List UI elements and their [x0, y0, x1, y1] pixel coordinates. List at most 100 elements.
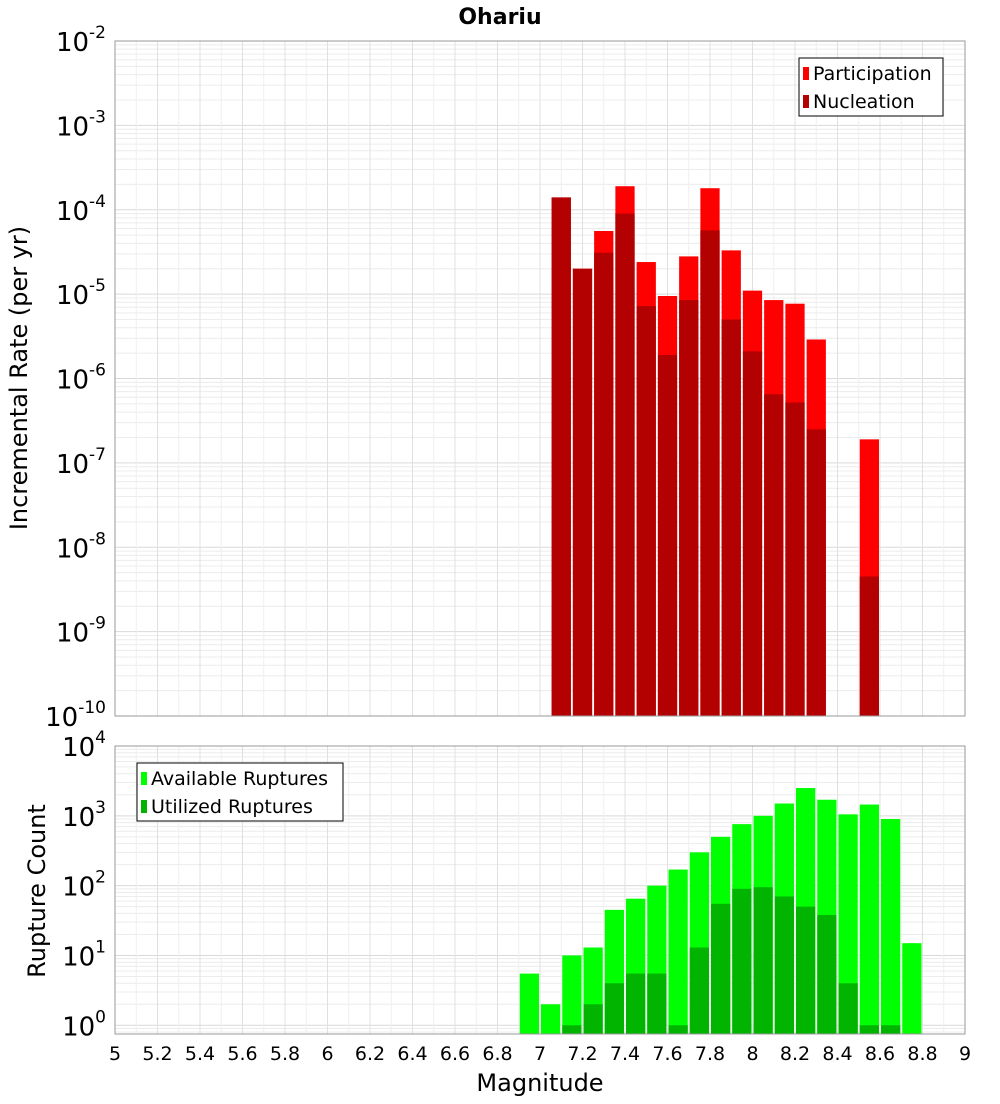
rate-plot-panel: 10-10 10-9 10-8 10-7 10-6 10-5 10-4 10-3 10-2 Par…	[45, 23, 966, 733]
x-tick-label: 5.2	[142, 1043, 172, 1065]
count-bar-utilized-ruptures	[626, 973, 646, 1034]
count-bar-utilized-ruptures	[604, 983, 624, 1034]
count-bar-available-ruptures	[562, 955, 582, 1034]
count-bar-utilized-ruptures	[753, 887, 773, 1034]
x-tick-label: 6.4	[397, 1043, 427, 1065]
count-bar-utilized-ruptures	[774, 896, 794, 1034]
rate-bar-nucleation	[594, 252, 614, 716]
count-bar-available-ruptures	[668, 869, 688, 1034]
count-bar-utilized-ruptures	[881, 1025, 901, 1034]
count-bar-available-ruptures	[859, 804, 879, 1034]
x-axis-label: Magnitude	[476, 1069, 603, 1097]
count-bar-utilized-ruptures	[647, 973, 667, 1034]
rate-y-tick-label: 10-8	[56, 529, 106, 564]
rate-series-nucleation	[551, 197, 879, 717]
x-tick-label: 5.6	[227, 1043, 257, 1065]
rate-bar-nucleation	[572, 268, 593, 716]
rate-bar-nucleation	[806, 429, 826, 716]
count-y-tick-label: 104	[62, 728, 106, 763]
count-bar-utilized-ruptures	[859, 1025, 879, 1034]
count-legend-label: Available Ruptures	[151, 768, 328, 790]
x-tick-label: 7.2	[567, 1043, 597, 1065]
count-bar-utilized-ruptures	[562, 1025, 582, 1034]
rate-y-tick-label: 10-3	[56, 107, 106, 142]
count-plot-frame	[114, 745, 966, 1035]
x-tick-label: 7.8	[695, 1043, 725, 1065]
count-y-tick-labels: 100 101 102 103 104	[62, 728, 106, 1042]
count-bar-utilized-ruptures	[817, 914, 837, 1034]
count-bar-available-ruptures	[902, 943, 922, 1034]
count-y-tick-label: 102	[62, 868, 106, 903]
rate-legend-label: Nucleation	[813, 91, 915, 113]
x-tick-label: 7.6	[652, 1043, 682, 1065]
rate-bar-nucleation	[721, 319, 741, 716]
rate-bar-nucleation	[859, 576, 879, 716]
count-legend: Available Ruptures Utilized Ruptures	[136, 762, 344, 822]
rate-bar-nucleation	[615, 213, 635, 717]
x-tick-labels: 5 5.2 5.4 5.6 5.8 6 6.2 6.4 6.6 6.8 7 7.2 7.4 7.6 7.8 8…	[109, 1043, 971, 1065]
rate-y-tick-label: 10-2	[56, 23, 106, 58]
x-tick-label: 6	[321, 1043, 333, 1065]
x-tick-label: 7.4	[610, 1043, 640, 1065]
x-tick-label: 8.6	[865, 1043, 895, 1065]
rate-y-tick-label: 10-4	[56, 192, 106, 227]
count-legend-box	[136, 762, 344, 822]
y-axis-label-rate: Incremental Rate (per yr)	[5, 226, 33, 530]
count-legend-swatch	[141, 772, 147, 785]
x-tick-label: 8	[746, 1043, 758, 1065]
x-tick-label: 5	[109, 1043, 121, 1065]
rate-plot-frame	[114, 40, 966, 717]
rate-legend-label: Participation	[813, 63, 932, 85]
rate-legend-swatch	[803, 95, 809, 108]
chart-title: Ohariu	[458, 5, 541, 30]
rate-bar-nucleation	[551, 197, 571, 717]
rate-y-tick-label: 10-9	[56, 614, 106, 649]
x-tick-label: 8.4	[822, 1043, 852, 1065]
rate-legend-box	[798, 57, 944, 117]
x-tick-label: 6.6	[440, 1043, 470, 1065]
count-y-tick-label: 100	[62, 1007, 106, 1042]
count-bar-available-ruptures	[838, 814, 858, 1034]
count-bar-available-ruptures	[519, 973, 539, 1034]
x-tick-label: 5.4	[185, 1043, 215, 1065]
count-bar-available-ruptures	[881, 819, 901, 1034]
rate-y-tick-labels: 10-10 10-9 10-8 10-7 10-6 10-5 10-4 10-3 10-2	[45, 23, 106, 733]
count-bar-available-ruptures	[541, 1004, 561, 1034]
rate-y-tick-label: 10-6	[56, 361, 106, 396]
x-tick-label: 8.8	[907, 1043, 937, 1065]
count-legend-label: Utilized Ruptures	[151, 796, 313, 818]
y-axis-label-count: Rupture Count	[23, 804, 51, 978]
rate-bar-nucleation	[785, 402, 805, 716]
rate-bar-nucleation	[679, 300, 699, 716]
count-bar-utilized-ruptures	[583, 1004, 603, 1034]
count-bar-utilized-ruptures	[711, 903, 731, 1034]
x-tick-label: 7	[534, 1043, 546, 1065]
rate-bar-nucleation	[742, 351, 763, 716]
rate-legend-swatch	[803, 67, 809, 80]
count-bar-utilized-ruptures	[668, 1025, 688, 1034]
count-bar-utilized-ruptures	[838, 983, 858, 1034]
count-y-tick-label: 101	[62, 937, 106, 972]
rate-y-tick-label: 10-10	[45, 698, 106, 733]
rate-bar-nucleation	[636, 306, 656, 716]
rate-y-tick-label: 10-7	[56, 445, 106, 480]
rate-bar-nucleation	[764, 394, 784, 716]
rate-bar-nucleation	[700, 230, 720, 716]
count-y-tick-label: 103	[62, 798, 106, 833]
rate-legend: Participation Nucleation	[798, 57, 944, 117]
count-bar-utilized-ruptures	[689, 947, 709, 1034]
count-bar-utilized-ruptures	[796, 906, 816, 1034]
rate-gridlines	[114, 40, 966, 717]
rate-bar-nucleation	[657, 354, 678, 716]
x-tick-label: 9	[959, 1043, 971, 1065]
x-tick-label: 5.8	[270, 1043, 300, 1065]
x-tick-label: 6.2	[355, 1043, 385, 1065]
x-tick-label: 6.8	[482, 1043, 512, 1065]
count-series-utilized-ruptures	[562, 887, 901, 1034]
rate-y-tick-label: 10-5	[56, 276, 106, 311]
count-bar-utilized-ruptures	[732, 888, 752, 1034]
rupture-count-plot-panel: 100 101 102 103 104 Available Ruptures Utilize…	[62, 728, 971, 1065]
x-tick-label: 8.2	[780, 1043, 810, 1065]
